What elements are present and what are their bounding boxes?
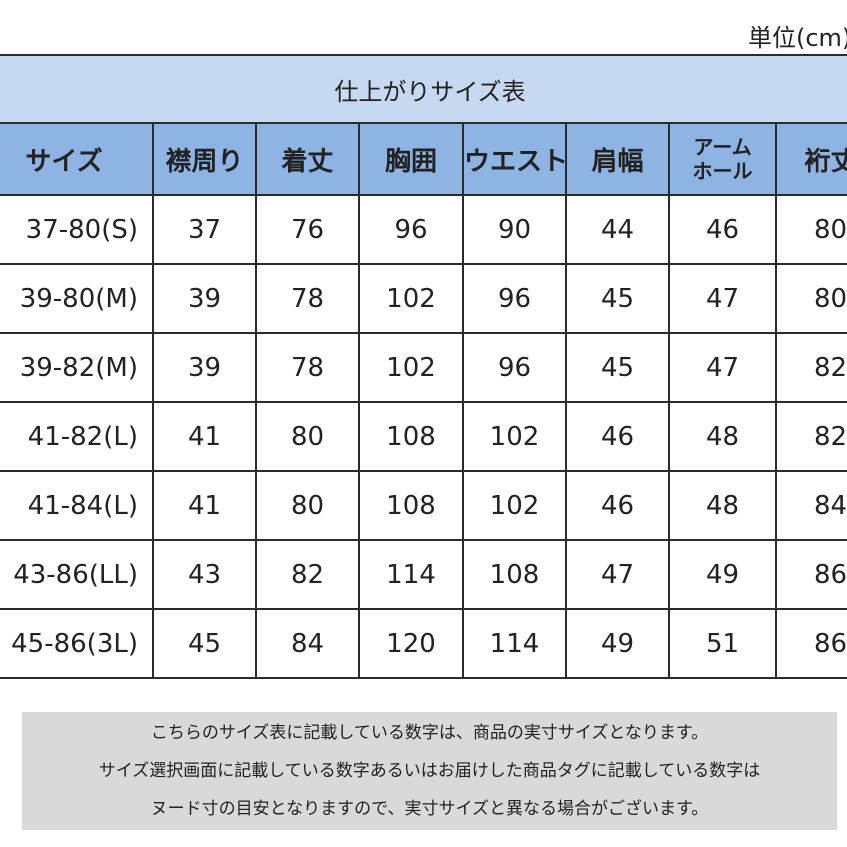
value-cell: 80 <box>255 470 360 541</box>
value-cell: 84 <box>255 608 360 679</box>
value-cell: 47 <box>565 539 670 610</box>
column-header: 胸囲 <box>358 122 464 196</box>
value-cell: 90 <box>462 194 567 265</box>
value-cell: 84 <box>774 470 847 541</box>
value-cell: 46 <box>565 401 670 472</box>
value-cell: 102 <box>358 263 464 334</box>
value-cell: 78 <box>255 332 360 403</box>
value-cell: 108 <box>358 401 464 472</box>
table-row: 37-80(S) 37 76 96 90 44 46 80 <box>0 194 847 265</box>
value-cell: 108 <box>462 539 567 610</box>
value-cell: 49 <box>565 608 670 679</box>
column-header: 襟周り <box>152 122 257 196</box>
value-cell: 114 <box>462 608 567 679</box>
value-cell: 108 <box>358 470 464 541</box>
table-row: 41-84(L) 41 80 108 102 46 48 84 <box>0 470 847 541</box>
value-cell: 46 <box>565 470 670 541</box>
value-cell: 80 <box>255 401 360 472</box>
table-row: 43-86(LL) 43 82 114 108 47 49 86 <box>0 539 847 610</box>
value-cell: 39 <box>152 332 257 403</box>
value-cell: 48 <box>668 470 777 541</box>
value-cell: 96 <box>462 332 567 403</box>
unit-label: 単位(cm) <box>748 24 847 52</box>
size-cell: 39-80(M) <box>0 263 154 334</box>
value-cell: 45 <box>565 263 670 334</box>
value-cell: 82 <box>255 539 360 610</box>
note-line: サイズ選択画面に記載している数字あるいはお届けした商品タグに記載している数字は <box>98 761 761 781</box>
size-table: 仕上がりサイズ表 サイズ襟周り着丈胸囲ウエスト肩幅アームホール裄丈 37-80(… <box>0 54 847 679</box>
value-cell: 80 <box>774 194 847 265</box>
value-cell: 82 <box>774 401 847 472</box>
size-cell: 37-80(S) <box>0 194 154 265</box>
value-cell: 86 <box>774 608 847 679</box>
size-cell: 39-82(M) <box>0 332 154 403</box>
value-cell: 114 <box>358 539 464 610</box>
column-header: 肩幅 <box>565 122 670 196</box>
table-row: 41-82(L) 41 80 108 102 46 48 82 <box>0 401 847 472</box>
value-cell: 47 <box>668 263 777 334</box>
note-line: こちらのサイズ表に記載している数字は、商品の実寸サイズとなります。 <box>150 723 709 743</box>
value-cell: 43 <box>152 539 257 610</box>
value-cell: 44 <box>565 194 670 265</box>
value-cell: 96 <box>462 263 567 334</box>
value-cell: 78 <box>255 263 360 334</box>
table-row: 39-82(M) 39 78 102 96 45 47 82 <box>0 332 847 403</box>
header-row: サイズ襟周り着丈胸囲ウエスト肩幅アームホール裄丈 <box>0 122 847 196</box>
size-cell: 43-86(LL) <box>0 539 154 610</box>
value-cell: 45 <box>565 332 670 403</box>
value-cell: 82 <box>774 332 847 403</box>
value-cell: 47 <box>668 332 777 403</box>
size-cell: 41-84(L) <box>0 470 154 541</box>
note-line: ヌード寸の目安となりますので、実寸サイズと異なる場合がございます。 <box>150 799 709 819</box>
column-header: アーム ホール <box>668 122 777 196</box>
column-header: サイズ <box>0 122 154 196</box>
value-cell: 37 <box>152 194 257 265</box>
value-cell: 39 <box>152 263 257 334</box>
value-cell: 86 <box>774 539 847 610</box>
size-cell: 41-82(L) <box>0 401 154 472</box>
column-header: ウエスト <box>462 122 567 196</box>
value-cell: 51 <box>668 608 777 679</box>
value-cell: 76 <box>255 194 360 265</box>
value-cell: 120 <box>358 608 464 679</box>
value-cell: 41 <box>152 401 257 472</box>
value-cell: 49 <box>668 539 777 610</box>
value-cell: 102 <box>462 470 567 541</box>
size-note: こちらのサイズ表に記載している数字は、商品の実寸サイズとなります。 サイズ選択画… <box>22 712 837 830</box>
value-cell: 45 <box>152 608 257 679</box>
value-cell: 102 <box>358 332 464 403</box>
value-cell: 80 <box>774 263 847 334</box>
table-row: 45-86(3L) 45 84 120 114 49 51 86 <box>0 608 847 679</box>
size-cell: 45-86(3L) <box>0 608 154 679</box>
value-cell: 48 <box>668 401 777 472</box>
column-header: 着丈 <box>255 122 360 196</box>
table-title: 仕上がりサイズ表 <box>0 54 847 124</box>
value-cell: 46 <box>668 194 777 265</box>
value-cell: 102 <box>462 401 567 472</box>
value-cell: 96 <box>358 194 464 265</box>
value-cell: 41 <box>152 470 257 541</box>
table-row: 39-80(M) 39 78 102 96 45 47 80 <box>0 263 847 334</box>
column-header: 裄丈 <box>774 122 847 196</box>
